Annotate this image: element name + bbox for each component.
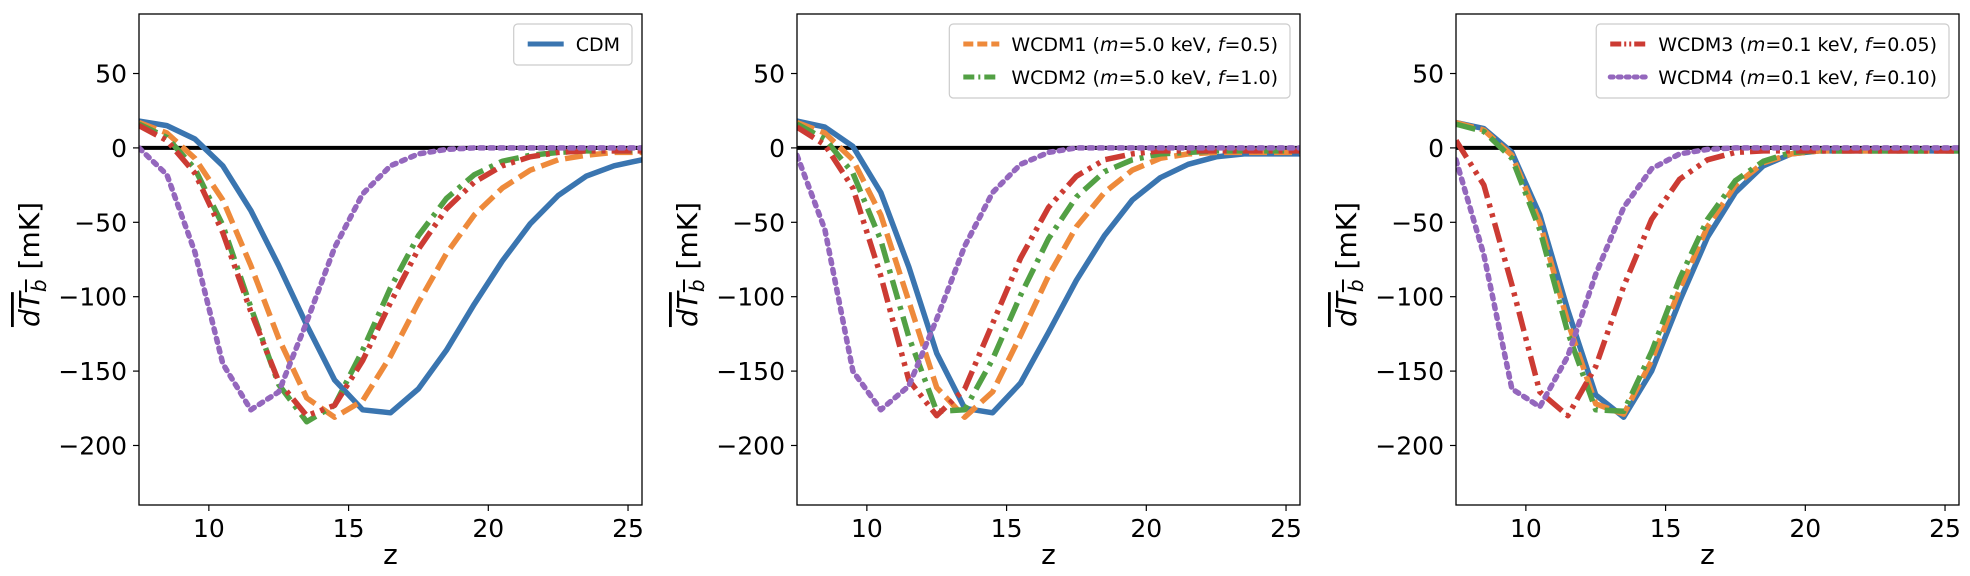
y-tick-label: 50 bbox=[1412, 60, 1444, 89]
x-tick-label: 25 bbox=[1270, 514, 1302, 543]
series-cdm-line bbox=[139, 118, 642, 416]
plot-frame bbox=[1455, 13, 1960, 506]
x-axis-title: z bbox=[1041, 538, 1056, 571]
y-tick-label: −100 bbox=[716, 283, 785, 312]
legend-label: WCDM1 (m=5.0 keV, f=0.5) bbox=[1011, 34, 1278, 56]
y-tick-label: 0 bbox=[769, 134, 785, 163]
x-axis-title: z bbox=[383, 538, 398, 571]
series-wcdm3-line bbox=[797, 124, 1300, 419]
series-cdm-line bbox=[797, 118, 1300, 416]
x-tick-label: 20 bbox=[1130, 514, 1162, 543]
x-tick-label: 25 bbox=[1929, 514, 1961, 543]
y-tick-label: −200 bbox=[1375, 431, 1444, 460]
series-wcdm3-line bbox=[1456, 139, 1959, 419]
series-wcdm3-line bbox=[139, 123, 642, 419]
x-tick-label: 15 bbox=[1650, 514, 1682, 543]
series-wcdm2-line bbox=[797, 121, 1300, 415]
y-tick-label: 50 bbox=[753, 60, 785, 89]
y-axis-title: dTb[mK] bbox=[1330, 202, 1368, 327]
chart-panel-2: 10 15 20 25 50 0 −50 −100 −150 −200 z dTb[mK] WCDM1 … bbox=[671, 13, 1302, 571]
chart-panel-1: 10 15 20 25 50 0 −50 −100 −150 −200 z dTb[mK] CDM bbox=[13, 13, 644, 571]
legend-label: WCDM3 (m=0.1 keV, f=0.05) bbox=[1658, 34, 1937, 56]
legend: WCDM3 (m=0.1 keV, f=0.05) WCDM4 (m=0.1 ke… bbox=[1595, 23, 1950, 99]
legend: CDM bbox=[513, 23, 633, 66]
x-tick-label: 10 bbox=[193, 514, 225, 543]
series-wcdm4-line bbox=[1456, 145, 1959, 410]
legend-frame bbox=[513, 23, 633, 66]
x-tick-label: 15 bbox=[333, 514, 365, 543]
x-tick-label: 10 bbox=[851, 514, 883, 543]
y-tick-label: −150 bbox=[1375, 357, 1444, 386]
plot-frame bbox=[138, 13, 643, 506]
series-wcdm1-line bbox=[139, 120, 642, 420]
y-tick-label: −50 bbox=[1391, 208, 1444, 237]
series-group bbox=[139, 118, 642, 425]
plot-frame bbox=[796, 13, 1301, 506]
y-axis-title: dTb[mK] bbox=[13, 202, 51, 327]
y-tick-label: −100 bbox=[58, 283, 127, 312]
series-group bbox=[1456, 119, 1959, 420]
chart-panel-3: 10 15 20 25 50 0 −50 −100 −150 −200 z dTb[mK] WCDM3 … bbox=[1330, 13, 1961, 571]
y-tick-label: 0 bbox=[111, 134, 127, 163]
series-group bbox=[797, 118, 1300, 420]
y-tick-label: −200 bbox=[58, 431, 127, 460]
series-cdm-line bbox=[1456, 119, 1959, 420]
series-wcdm1-line bbox=[797, 120, 1300, 420]
x-axis-title: z bbox=[1700, 538, 1715, 571]
legend-label: WCDM2 (m=5.0 keV, f=1.0) bbox=[1011, 67, 1278, 89]
x-tick-label: 15 bbox=[991, 514, 1023, 543]
y-tick-label: −200 bbox=[716, 431, 785, 460]
series-wcdm4-line bbox=[797, 145, 1300, 413]
y-tick-label: −150 bbox=[716, 357, 785, 386]
series-wcdm2-line bbox=[139, 121, 642, 425]
legend-label: WCDM4 (m=0.1 keV, f=0.10) bbox=[1658, 67, 1937, 89]
series-wcdm4-line bbox=[139, 145, 642, 413]
legend-frame bbox=[948, 23, 1291, 99]
y-tick-label: 50 bbox=[95, 60, 127, 89]
y-tick-label: −50 bbox=[732, 208, 785, 237]
y-tick-label: −50 bbox=[74, 208, 127, 237]
series-wcdm2-line bbox=[1456, 121, 1959, 415]
x-tick-label: 25 bbox=[612, 514, 644, 543]
y-tick-label: 0 bbox=[1428, 134, 1444, 163]
y-axis-title: dTb[mK] bbox=[671, 202, 709, 327]
legend-frame bbox=[1595, 23, 1950, 99]
x-tick-label: 20 bbox=[1789, 514, 1821, 543]
legend-label: CDM bbox=[576, 34, 620, 56]
legend: WCDM1 (m=5.0 keV, f=0.5) WCDM2 (m=5.0 keV… bbox=[948, 23, 1291, 99]
y-tick-label: −100 bbox=[1375, 283, 1444, 312]
x-tick-label: 20 bbox=[472, 514, 504, 543]
x-tick-label: 10 bbox=[1510, 514, 1542, 543]
y-tick-label: −150 bbox=[58, 357, 127, 386]
